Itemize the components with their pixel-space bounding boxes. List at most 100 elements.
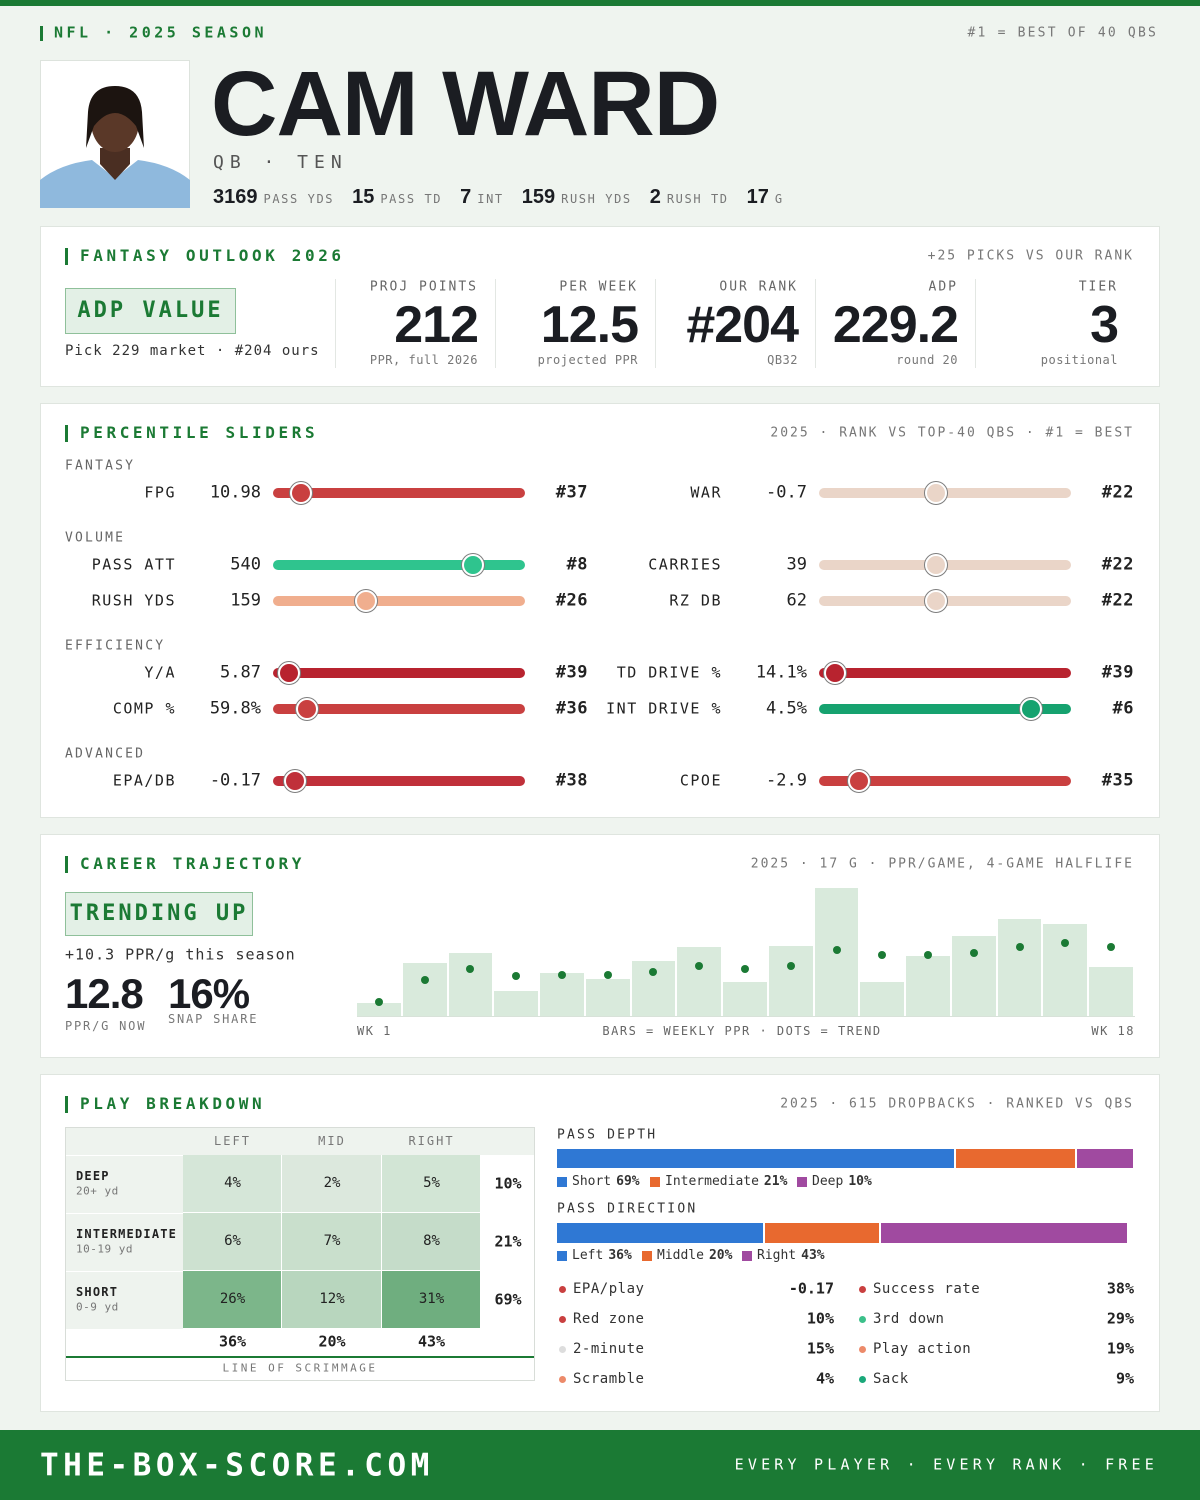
slider-label: WAR: [690, 483, 722, 502]
group-label: EFFICIENCY: [65, 638, 166, 654]
group-label: VOLUME: [65, 530, 126, 546]
badge: [65, 892, 253, 936]
stat-value: 17: [746, 186, 769, 208]
footer-band: [0, 1430, 1200, 1500]
slider-dot: [847, 770, 870, 792]
cell-value: 26%: [219, 1291, 246, 1307]
slider-label: PASS ATT: [91, 555, 176, 574]
grid-cell: [183, 1271, 281, 1328]
group-label: ADVANCED: [65, 746, 146, 762]
stat-value: 38%: [1106, 1279, 1134, 1298]
legend-value: 36%: [608, 1248, 632, 1263]
stat-label: PASS TD: [380, 192, 443, 206]
cell-value: 6%: [224, 1233, 241, 1249]
grid-cell: [183, 1155, 281, 1212]
slider-dot: [925, 590, 948, 612]
metric-sub: PPR, full 2026: [369, 353, 478, 367]
bar: [677, 946, 722, 1016]
row-name: INTERMEDIATE: [76, 1227, 178, 1241]
slider-label: CARRIES: [648, 555, 722, 574]
row-name: SHORT: [76, 1285, 119, 1299]
grid-header: [66, 1128, 534, 1155]
top-stripe: [0, 0, 1200, 6]
legend-item: Left 36%: [557, 1248, 632, 1263]
stat-label: Red zone: [573, 1311, 645, 1327]
slider-dot: [1020, 698, 1043, 720]
slider-dot: [355, 590, 378, 612]
stat: 159 RUSH YDS: [522, 186, 632, 209]
slider-value: 14.1%: [755, 662, 807, 683]
bar: [494, 991, 539, 1016]
bar: [997, 919, 1042, 1016]
legend-swatch: [797, 1176, 807, 1187]
legend-item: Intermediate 21%: [650, 1174, 787, 1189]
slider-rank: #38: [555, 770, 588, 791]
slider-dot: [823, 662, 846, 684]
stat: 7 INT: [460, 186, 504, 209]
trend-dot: [512, 972, 521, 981]
trend-dot: [374, 997, 383, 1006]
divider: [655, 279, 656, 368]
slider-value: -2.9: [766, 770, 807, 791]
slider-value: 39: [786, 554, 807, 575]
stat-value: 15: [352, 186, 375, 208]
legend-name: Middle: [657, 1248, 704, 1263]
stat-bullet: [559, 1286, 566, 1293]
row-header: [66, 1155, 183, 1213]
trend-dot: [786, 961, 795, 970]
trend-dot: [557, 971, 566, 980]
kpi-value: 16%: [168, 970, 250, 1017]
card-note: 2025 · RANK VS TOP-40 QBS · #1 = BEST: [770, 425, 1134, 441]
bar: [860, 982, 905, 1016]
metric-sub: positional: [1040, 353, 1118, 367]
trend-dot: [1107, 942, 1116, 951]
row-name: DEEP: [76, 1169, 110, 1183]
stat-bullet: [859, 1316, 866, 1323]
season-stats: 3169 PASS YDS 15 PASS TD 7 INT 159 RUSH YDS 2 RUS…: [213, 186, 784, 209]
legend-item: Right 43%: [742, 1248, 825, 1263]
baseline: [357, 1016, 1135, 1017]
scale-note: #1 = BEST OF 40 QBS: [967, 25, 1158, 41]
slider-rank: #6: [1112, 698, 1134, 719]
divider: [975, 279, 976, 368]
metric-value: #204: [686, 296, 799, 354]
card-note: 2025 · 17 G · PPR/GAME, 4-GAME HALFLIFE: [750, 856, 1134, 872]
grid-cell: [382, 1271, 480, 1328]
stat-value: 19%: [1106, 1339, 1134, 1358]
stat-bullet: [559, 1316, 566, 1323]
legend-value: 69%: [616, 1174, 640, 1189]
stat-label: INT: [477, 192, 504, 206]
stat-value: 15%: [806, 1339, 834, 1358]
cell-value: 2%: [323, 1175, 341, 1191]
stat-bullet: [559, 1346, 566, 1353]
slider-rank: #22: [1101, 482, 1134, 503]
trend-dot: [969, 948, 978, 957]
trend-dot: [420, 976, 429, 985]
slider-rank: #37: [555, 482, 588, 503]
trend-dot: [1061, 938, 1070, 947]
stat: 17 G: [747, 186, 784, 209]
cell-value: 31%: [418, 1291, 445, 1307]
card: [40, 403, 1160, 818]
legend-value: 20%: [708, 1248, 733, 1263]
bar: [951, 935, 996, 1016]
slider-dot: [462, 554, 485, 576]
card-title: FANTASY OUTLOOK 2026: [80, 246, 345, 265]
stat-label: PASS YDS: [263, 192, 335, 206]
slider-rank: #36: [555, 698, 588, 719]
chart-caption: BARS = WEEKLY PPR · DOTS = TREND: [602, 1024, 882, 1038]
cell-value: 8%: [423, 1233, 440, 1249]
stat-label: 3rd down: [873, 1311, 945, 1327]
player-position: QB · TEN: [213, 152, 348, 173]
site-name: THE-BOX-SCORE.COM: [40, 1447, 434, 1484]
legend-item: Deep 10%: [797, 1174, 872, 1189]
legend-swatch: [650, 1176, 660, 1187]
kpi-label: SNAP SHARE: [168, 1012, 259, 1026]
slider-value: 59.8%: [209, 698, 261, 719]
stat-label: Success rate: [873, 1281, 981, 1297]
x-start: WK 1: [357, 1024, 392, 1038]
stat-label: Sack: [873, 1371, 909, 1387]
grid-cell: [382, 1213, 480, 1270]
stat-bullet: [859, 1346, 866, 1353]
stat-bullet: [859, 1286, 866, 1293]
